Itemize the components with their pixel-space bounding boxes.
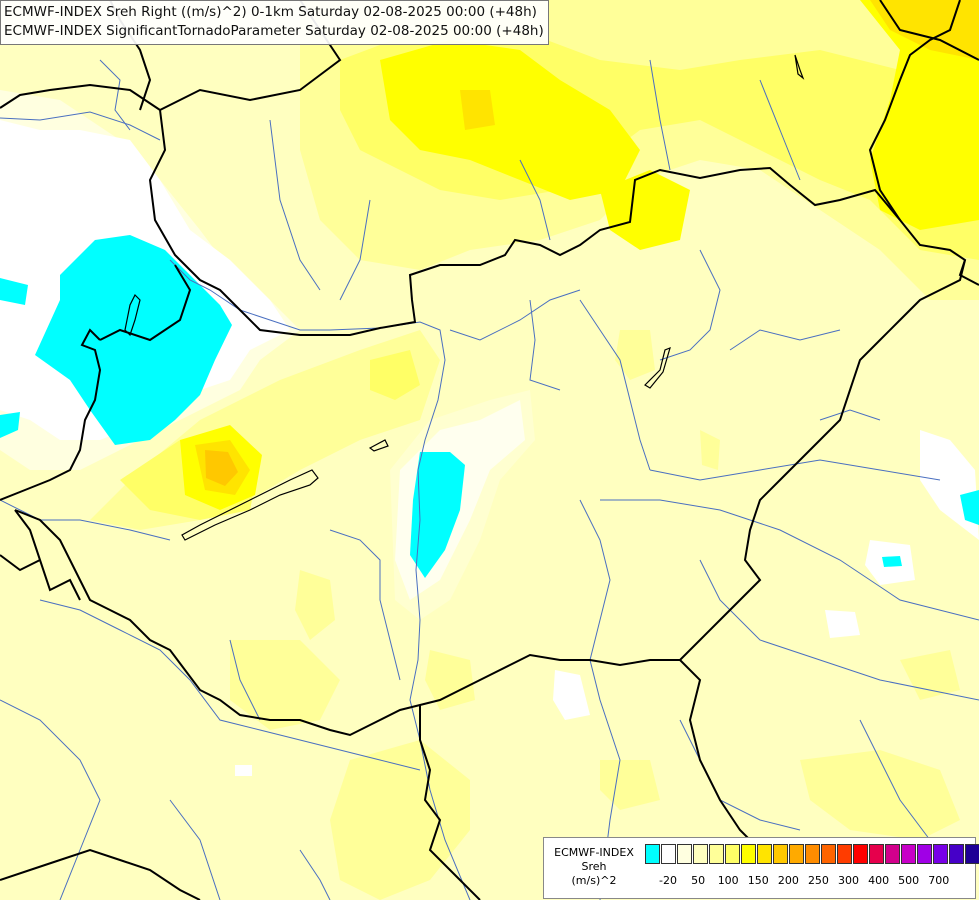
legend-tick-label: 500 (898, 874, 920, 887)
legend-swatches (645, 844, 979, 866)
legend-swatch (773, 844, 788, 864)
title-line-sreh: ECMWF-INDEX Sreh Right ((m/s)^2) 0-1km S… (4, 4, 537, 20)
legend-swatch (693, 844, 708, 864)
legend-swatch (965, 844, 979, 864)
legend-swatch (917, 844, 932, 864)
lakes (124, 54, 805, 541)
legend-swatch (805, 844, 820, 864)
legend-swatch (901, 844, 916, 864)
legend-swatch (869, 844, 884, 864)
legend-swatch (949, 844, 964, 864)
legend-swatch (677, 844, 692, 864)
legend-tick-label: 150 (747, 874, 769, 887)
legend-swatch (885, 844, 900, 864)
color-legend: ECMWF-INDEX Sreh (m/s)^2 -20 50 100 150 200 2… (543, 837, 979, 899)
legend-swatch (837, 844, 852, 864)
rivers (0, 59, 979, 900)
title-line-stp: ECMWF-INDEX SignificantTornadoParameter … (4, 23, 544, 39)
legend-swatch (645, 844, 660, 864)
legend-swatch (709, 844, 724, 864)
legend-tick-label: 250 (807, 874, 829, 887)
legend-title: ECMWF-INDEX Sreh (m/s)^2 (548, 846, 640, 888)
legend-title-variable: Sreh (581, 860, 607, 873)
legend-tick-label: -20 (659, 874, 678, 887)
legend-ticks: -20 50 100 150 200 250 300 400 500 700 (645, 874, 975, 890)
legend-swatch (933, 844, 948, 864)
legend-title-model: ECMWF-INDEX (554, 846, 634, 859)
legend-swatch (661, 844, 676, 864)
legend-tick-label: 700 (928, 874, 950, 887)
legend-tick-label: 50 (691, 874, 706, 887)
legend-tick-label: 100 (717, 874, 739, 887)
legend-swatch (741, 844, 756, 864)
legend-tick-label: 300 (838, 874, 860, 887)
sreh-field-negative (0, 235, 979, 578)
legend-swatch (853, 844, 868, 864)
legend-tick-label: 400 (868, 874, 890, 887)
legend-swatch (725, 844, 740, 864)
map-title-box: ECMWF-INDEX Sreh Right ((m/s)^2) 0-1km S… (0, 0, 549, 45)
legend-title-unit: (m/s)^2 (571, 874, 617, 887)
legend-swatch (757, 844, 772, 864)
legend-swatch (789, 844, 804, 864)
sreh-field-mid (120, 0, 979, 520)
legend-tick-label: 200 (777, 874, 799, 887)
legend-swatch (821, 844, 836, 864)
